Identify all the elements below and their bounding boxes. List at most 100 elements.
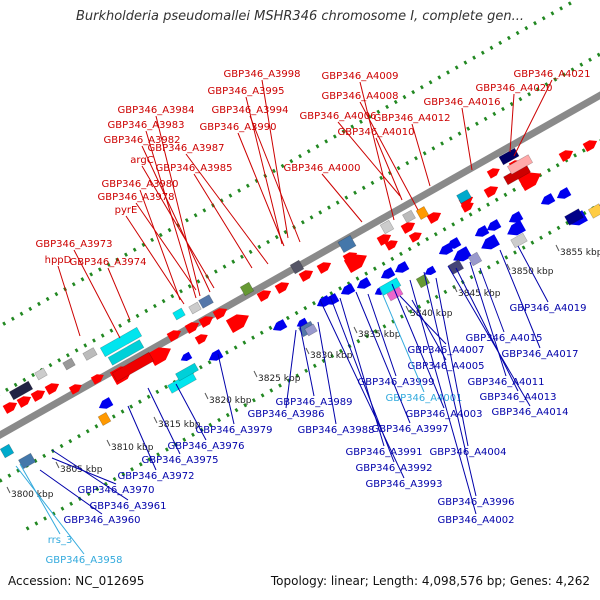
gene-arrow-reverse[interactable]	[379, 267, 396, 282]
gene-label-bottom[interactable]: GBP346_A3958	[45, 555, 122, 566]
gene-label-bottom[interactable]: GBP346_A4017	[501, 349, 578, 360]
gene-label-bottom[interactable]: GBP346_A4019	[509, 303, 586, 314]
gene-label-bottom[interactable]: GBP346_A3988	[297, 425, 374, 436]
gene-arrow-forward[interactable]	[212, 305, 230, 320]
gene-label-top[interactable]: GBP346_A3982	[103, 135, 180, 146]
gene-arrow-reverse[interactable]	[271, 319, 288, 334]
gene-label-top[interactable]: pyrE	[115, 205, 138, 216]
gene-arrow-forward[interactable]	[384, 237, 400, 251]
gene-feature[interactable]	[34, 367, 48, 381]
gene-label-top[interactable]: GBP346_A3984	[117, 105, 194, 116]
gene-label-top[interactable]: GBP346_A4009	[321, 71, 398, 82]
gene-arrow-forward[interactable]	[225, 309, 253, 333]
gene-label-bottom[interactable]: GBP346_A3976	[167, 441, 244, 452]
gene-arrow-forward[interactable]	[68, 381, 84, 395]
gene-arrow-reverse[interactable]	[97, 397, 114, 412]
gene-feature[interactable]	[99, 326, 143, 358]
gene-arrow-reverse[interactable]	[339, 283, 356, 298]
gene-label-bottom[interactable]: GBP346_A4002	[437, 515, 514, 526]
gene-label-top[interactable]: GBP346_A3974	[69, 257, 146, 268]
gene-arrow-forward[interactable]	[316, 259, 334, 274]
gene-arrow-reverse[interactable]	[437, 243, 454, 258]
gene-feature[interactable]	[564, 208, 584, 226]
gene-arrow-reverse[interactable]	[393, 261, 410, 276]
gene-arrow-forward[interactable]	[90, 371, 106, 385]
gene-label-bottom[interactable]: GBP346_A4003	[405, 409, 482, 420]
gene-feature[interactable]	[402, 209, 416, 224]
gene-label-bottom[interactable]: GBP346_A3992	[355, 463, 432, 474]
gene-label-bottom[interactable]: GBP346_A3960	[63, 515, 140, 526]
gene-label-bottom[interactable]: GBP346_A3986	[247, 409, 324, 420]
gene-feature[interactable]	[0, 443, 15, 459]
gene-label-bottom[interactable]: GBP346_A4007	[407, 345, 484, 356]
gene-feature[interactable]	[456, 189, 472, 204]
gene-label-top[interactable]: GBP346_A3980	[101, 179, 178, 190]
gene-arrow-reverse[interactable]	[423, 265, 437, 278]
gene-label-top[interactable]: GBP346_A3995	[207, 86, 284, 97]
gene-label-bottom[interactable]: GBP346_A3961	[89, 501, 166, 512]
gene-label-bottom[interactable]: GBP346_A3991	[345, 447, 422, 458]
gene-feature[interactable]	[415, 206, 430, 220]
gene-arrow-reverse[interactable]	[539, 193, 556, 208]
gene-feature[interactable]	[498, 147, 520, 166]
gene-label-bottom[interactable]: GBP346_A3970	[77, 485, 154, 496]
gene-arrow-forward[interactable]	[483, 183, 501, 198]
gene-arrow-forward[interactable]	[400, 219, 418, 234]
gene-arrow-forward[interactable]	[198, 313, 216, 328]
gene-arrow-forward[interactable]	[2, 399, 20, 414]
gene-label-top[interactable]: GBP346_A4006	[299, 111, 376, 122]
gene-feature[interactable]	[379, 219, 395, 235]
gene-arrow-reverse[interactable]	[555, 187, 572, 202]
gene-feature[interactable]	[18, 452, 36, 470]
gene-arrow-forward[interactable]	[343, 249, 371, 273]
gene-arrow-forward[interactable]	[166, 327, 184, 342]
gene-feature[interactable]	[175, 362, 199, 382]
gene-feature[interactable]	[107, 339, 145, 366]
gene-label-top[interactable]: GBP346_A3985	[155, 163, 232, 174]
gene-label-top[interactable]: GBP346_A4008	[321, 91, 398, 102]
gene-label-top[interactable]: GBP346_A4010	[337, 127, 414, 138]
gene-label-bottom[interactable]: GBP346_A3997	[371, 424, 448, 435]
gene-label-bottom[interactable]: rrs_3	[48, 535, 73, 546]
gene-feature[interactable]	[188, 301, 202, 315]
gene-feature[interactable]	[97, 412, 112, 426]
gene-label-top[interactable]: hppD	[45, 255, 72, 266]
gene-label-bottom[interactable]: GBP346_A3979	[195, 425, 272, 436]
gene-feature[interactable]	[198, 294, 214, 309]
gene-label-top[interactable]: GBP346_A3998	[223, 69, 300, 80]
gene-label-bottom[interactable]: GBP346_A4004	[429, 447, 506, 458]
gene-arrow-reverse[interactable]	[478, 234, 500, 253]
gene-arrow-forward[interactable]	[582, 137, 600, 152]
gene-arrow-forward[interactable]	[147, 342, 175, 366]
gene-feature[interactable]	[447, 259, 465, 275]
gene-label-bottom[interactable]: GBP346_A3993	[365, 479, 442, 490]
gene-arrow-reverse[interactable]	[445, 237, 462, 252]
gene-arrow-reverse[interactable]	[504, 220, 526, 239]
gene-arrow-reverse[interactable]	[355, 277, 372, 292]
gene-arrow-forward[interactable]	[256, 287, 274, 302]
gene-label-bottom[interactable]: GBP346_A3972	[117, 471, 194, 482]
gene-label-bottom[interactable]: GBP346_A3999	[357, 377, 434, 388]
gene-feature[interactable]	[289, 259, 305, 275]
gene-feature[interactable]	[337, 234, 357, 254]
gene-label-top[interactable]: GBP346_A3973	[35, 239, 112, 250]
gene-feature[interactable]	[467, 251, 483, 267]
gene-label-top[interactable]: GBP346_A4000	[283, 163, 360, 174]
gene-arrow-forward[interactable]	[30, 387, 48, 402]
gene-label-top[interactable]: GBP346_A3983	[107, 120, 184, 131]
gene-label-bottom[interactable]: GBP346_A4011	[467, 377, 544, 388]
gene-arrow-reverse[interactable]	[473, 225, 490, 240]
gene-feature[interactable]	[82, 347, 98, 361]
gene-arrow-reverse[interactable]	[485, 219, 502, 234]
gene-arrow-forward[interactable]	[44, 380, 62, 395]
gene-label-top[interactable]: GBP346_A3987	[147, 143, 224, 154]
gene-label-top[interactable]: GBP346_A3994	[211, 105, 288, 116]
gene-arrow-reverse[interactable]	[315, 295, 332, 310]
gene-feature[interactable]	[62, 357, 76, 371]
gene-label-bottom[interactable]: GBP346_A3989	[275, 397, 352, 408]
gene-arrow-reverse[interactable]	[450, 246, 472, 265]
gene-label-top[interactable]: argC	[130, 155, 153, 166]
gene-arrow-forward[interactable]	[194, 331, 210, 345]
gene-arrow-forward[interactable]	[298, 267, 316, 282]
gene-feature[interactable]	[111, 351, 155, 383]
